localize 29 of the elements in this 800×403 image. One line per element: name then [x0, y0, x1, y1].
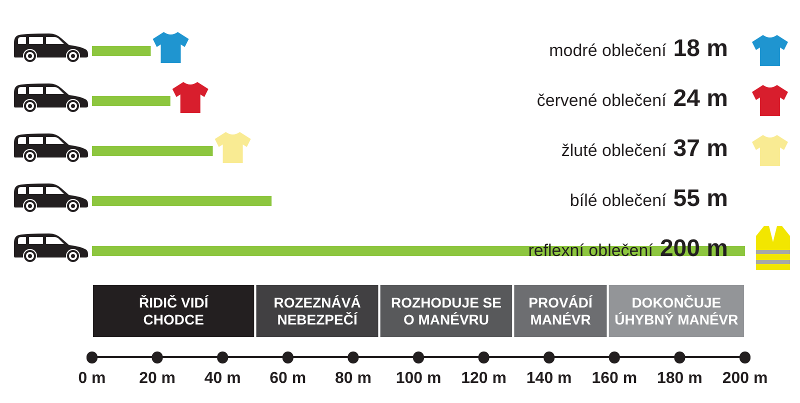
y-tick-label: bílé oblečení — [570, 191, 667, 210]
data-label: 37 m — [673, 135, 728, 162]
data-label: 55 m — [673, 185, 728, 212]
band-label: ROZEZNÁVÁ NEBEZPEČÍ — [274, 294, 361, 328]
bar — [92, 46, 151, 56]
band-label: ŘIDIČ VIDÍ CHODCE — [139, 294, 210, 328]
data-label: 18 m — [673, 35, 728, 62]
x-tick-label: 160 m — [592, 370, 638, 387]
x-tick-label: 20 m — [139, 370, 176, 387]
band-label: PROVÁDÍ MANÉVR — [528, 294, 594, 328]
y-tick-label: reflexní oblečení — [528, 241, 654, 260]
x-tick-label: 200 m — [722, 370, 768, 387]
band-label: ROZHODUJE SE O MANÉVRU — [391, 294, 502, 328]
x-tick-label: 60 m — [270, 370, 306, 387]
bar — [92, 96, 170, 106]
x-tick-label: 40 m — [204, 370, 241, 387]
data-label: 24 m — [673, 85, 728, 112]
x-tick-label: 0 m — [78, 370, 106, 387]
band-label: DOKONČUJE ÚHYBNÝ MANÉVR — [614, 294, 738, 328]
bar — [92, 146, 213, 156]
y-tick-label: žluté oblečení — [561, 141, 667, 160]
x-tick-label: 140 m — [526, 370, 572, 387]
bar — [92, 196, 272, 206]
y-tick-label: červené oblečení — [536, 91, 667, 110]
x-tick-label: 180 m — [657, 370, 702, 387]
y-tick-label: modré oblečení — [549, 41, 667, 60]
x-tick-label: 120 m — [461, 370, 506, 387]
x-tick-label: 100 m — [396, 370, 442, 387]
x-tick-label: 80 m — [334, 370, 372, 387]
